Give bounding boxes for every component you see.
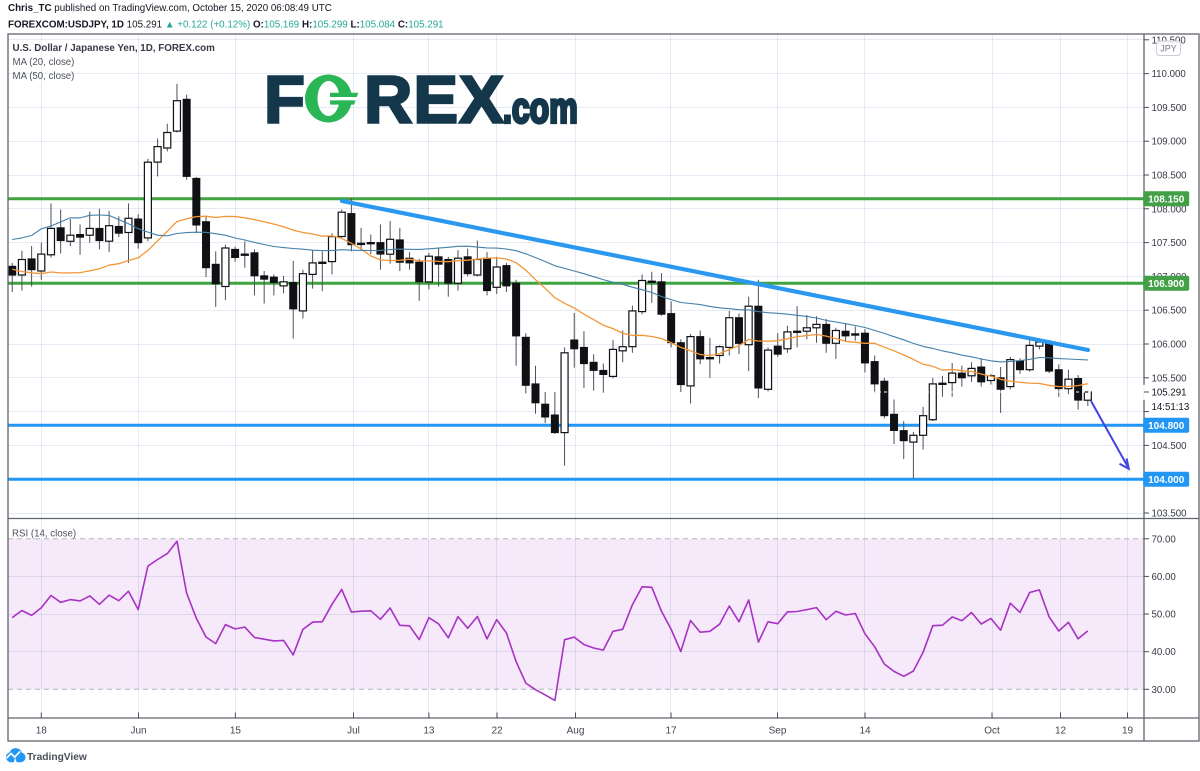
svg-text:110.000: 110.000: [1152, 69, 1187, 80]
svg-text:109.500: 109.500: [1152, 103, 1188, 114]
svg-text:13: 13: [423, 725, 435, 736]
svg-text:Jun: Jun: [130, 725, 146, 736]
svg-text:106.900: 106.900: [1148, 279, 1185, 290]
svg-text:MA (50, close): MA (50, close): [13, 71, 75, 82]
svg-text:106.000: 106.000: [1152, 340, 1188, 351]
svg-text:105.291: 105.291: [1152, 388, 1187, 399]
svg-text:14:51:13: 14:51:13: [1152, 402, 1190, 413]
svg-text:108.000: 108.000: [1152, 204, 1188, 215]
svg-text:22: 22: [491, 725, 503, 736]
svg-text:106.500: 106.500: [1152, 306, 1188, 317]
svg-text:105.500: 105.500: [1152, 373, 1188, 384]
svg-text:TradingView: TradingView: [27, 752, 87, 763]
svg-text:104.800: 104.800: [1148, 421, 1185, 432]
svg-text:50.00: 50.00: [1152, 610, 1177, 621]
svg-text:107.500: 107.500: [1152, 238, 1188, 249]
svg-text:17: 17: [665, 725, 677, 736]
svg-text:Chris_TC published on TradingV: Chris_TC published on TradingView.com, O…: [8, 3, 332, 14]
svg-text:104.000: 104.000: [1148, 475, 1185, 486]
svg-text:109.000: 109.000: [1152, 137, 1188, 148]
svg-text:F: F: [264, 63, 305, 138]
svg-text:103.500: 103.500: [1152, 509, 1188, 520]
svg-text:12: 12: [1055, 725, 1067, 736]
svg-text:30.00: 30.00: [1152, 685, 1177, 696]
svg-text:40.00: 40.00: [1152, 647, 1177, 658]
svg-text:REX: REX: [364, 63, 505, 138]
svg-text:60.00: 60.00: [1152, 572, 1177, 583]
svg-text:15: 15: [230, 725, 242, 736]
svg-text:.com: .com: [503, 84, 578, 131]
svg-text:108.150: 108.150: [1148, 194, 1185, 205]
svg-text:18: 18: [36, 725, 48, 736]
svg-text:JPY: JPY: [1160, 44, 1177, 54]
svg-text:Oct: Oct: [984, 725, 1000, 736]
svg-text:19: 19: [1122, 725, 1134, 736]
svg-text:104.500: 104.500: [1152, 441, 1188, 452]
svg-text:MA (20, close): MA (20, close): [13, 57, 75, 68]
svg-text:FOREXCOM:USDJPY, 1D 105.291 ▲: FOREXCOM:USDJPY, 1D 105.291 ▲ +0.122 (+0…: [8, 20, 444, 31]
svg-text:Sep: Sep: [769, 725, 787, 736]
svg-text:Jul: Jul: [347, 725, 360, 736]
svg-text:RSI (14, close): RSI (14, close): [12, 529, 76, 540]
svg-text:Aug: Aug: [567, 725, 585, 736]
svg-text:108.500: 108.500: [1152, 171, 1188, 182]
svg-text:U.S. Dollar / Japanese Yen, 1D: U.S. Dollar / Japanese Yen, 1D, FOREX.co…: [13, 43, 216, 54]
svg-text:14: 14: [859, 725, 871, 736]
svg-text:70.00: 70.00: [1152, 534, 1177, 545]
